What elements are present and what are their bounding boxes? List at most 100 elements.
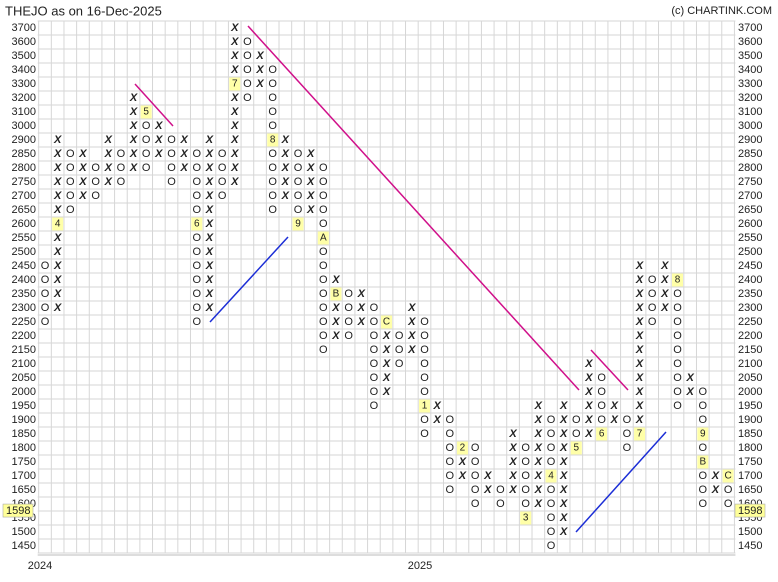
o-box: O (547, 442, 556, 454)
month-marker-bg (634, 427, 646, 441)
x-box: X (129, 162, 138, 174)
o-box: O (370, 358, 379, 370)
o-box: O (420, 414, 429, 426)
o-box: O (699, 414, 708, 426)
x-box: X (508, 442, 517, 454)
y-tick-label: 3200 (12, 92, 36, 104)
o-box: O (218, 162, 227, 174)
last-price-bg (734, 503, 766, 518)
x-box: X (534, 456, 543, 468)
x-year-label: 2025 (408, 560, 432, 572)
o-box: O (370, 344, 379, 356)
x-box: X (53, 134, 62, 146)
x-box: X (53, 162, 62, 174)
x-box: X (559, 498, 568, 510)
x-box: X (179, 162, 188, 174)
x-box: X (205, 246, 214, 258)
o-box: O (117, 162, 126, 174)
x-box: X (584, 414, 593, 426)
y-tick-label-right: 1700 (738, 470, 762, 482)
month-marker: C (724, 471, 731, 482)
x-box: X (584, 400, 593, 412)
month-marker: B (333, 289, 340, 300)
y-tick-label: 2000 (12, 386, 36, 398)
o-box: O (243, 78, 252, 90)
o-box: O (91, 176, 100, 188)
x-box: X (357, 288, 366, 300)
x-box: X (281, 162, 290, 174)
x-box: X (635, 302, 644, 314)
y-tick-label-right: 2150 (738, 344, 762, 356)
trend-lines (134, 25, 667, 533)
x-box: X (635, 260, 644, 272)
month-marker-bg (596, 427, 608, 441)
x-box: X (508, 470, 517, 482)
o-box: O (66, 176, 75, 188)
month-marker-bg (229, 77, 241, 91)
trend-line (247, 25, 580, 391)
o-box: O (521, 498, 530, 510)
o-box: O (344, 316, 353, 328)
y-tick-label: 2700 (12, 190, 36, 202)
o-box: O (420, 344, 429, 356)
x-box: X (154, 134, 163, 146)
y-tick-label-right: 2600 (738, 218, 762, 230)
x-box: X (331, 316, 340, 328)
x-box: X (230, 176, 239, 188)
x-box: X (534, 484, 543, 496)
o-box: O (319, 344, 328, 356)
x-box: X (382, 386, 391, 398)
x-box: X (53, 302, 62, 314)
trend-line (134, 83, 174, 127)
last-price-bg (2, 503, 34, 518)
x-box: X (205, 204, 214, 216)
x-box: X (635, 414, 644, 426)
y-tick-label: 1750 (12, 456, 36, 468)
o-box: O (193, 260, 202, 272)
y-tick-label: 1500 (12, 526, 36, 538)
month-marker: 1 (422, 401, 428, 412)
o-box: O (420, 358, 429, 370)
o-box: O (117, 176, 126, 188)
x-box: X (584, 386, 593, 398)
x-box: X (104, 162, 113, 174)
x-box: X (559, 456, 568, 468)
y-tick-label-right: 2800 (738, 162, 762, 174)
y-tick-label-right: 3300 (738, 78, 762, 90)
y-tick-label: 2900 (12, 134, 36, 146)
grid (37, 20, 736, 554)
o-box: O (471, 442, 480, 454)
x-box: X (205, 190, 214, 202)
x-box: X (53, 190, 62, 202)
x-box: X (357, 316, 366, 328)
x-box: X (534, 400, 543, 412)
credit: (c) CHARTINK.COM (671, 5, 772, 17)
y-tick-label: 2600 (12, 218, 36, 230)
o-box: O (243, 50, 252, 62)
o-box: O (673, 386, 682, 398)
x-box: X (382, 344, 391, 356)
x-box: X (711, 470, 720, 482)
o-box: O (673, 344, 682, 356)
o-box: O (142, 148, 151, 160)
o-box: O (547, 526, 556, 538)
o-box: O (699, 470, 708, 482)
month-marker-bg (52, 217, 64, 231)
month-marker-bg (267, 133, 279, 147)
o-box: O (547, 540, 556, 552)
o-box: O (66, 190, 75, 202)
o-box: O (41, 302, 50, 314)
o-box: O (597, 414, 606, 426)
x-box: X (584, 428, 593, 440)
x-box: X (559, 526, 568, 538)
o-box: O (471, 498, 480, 510)
x-box: X (230, 106, 239, 118)
o-box: O (471, 456, 480, 468)
o-box: O (344, 330, 353, 342)
y-tick-label: 2300 (12, 302, 36, 314)
o-box: O (370, 330, 379, 342)
x-box: X (685, 386, 694, 398)
month-marker: 9 (700, 429, 706, 440)
x-box: X (230, 22, 239, 34)
x-box: X (281, 148, 290, 160)
